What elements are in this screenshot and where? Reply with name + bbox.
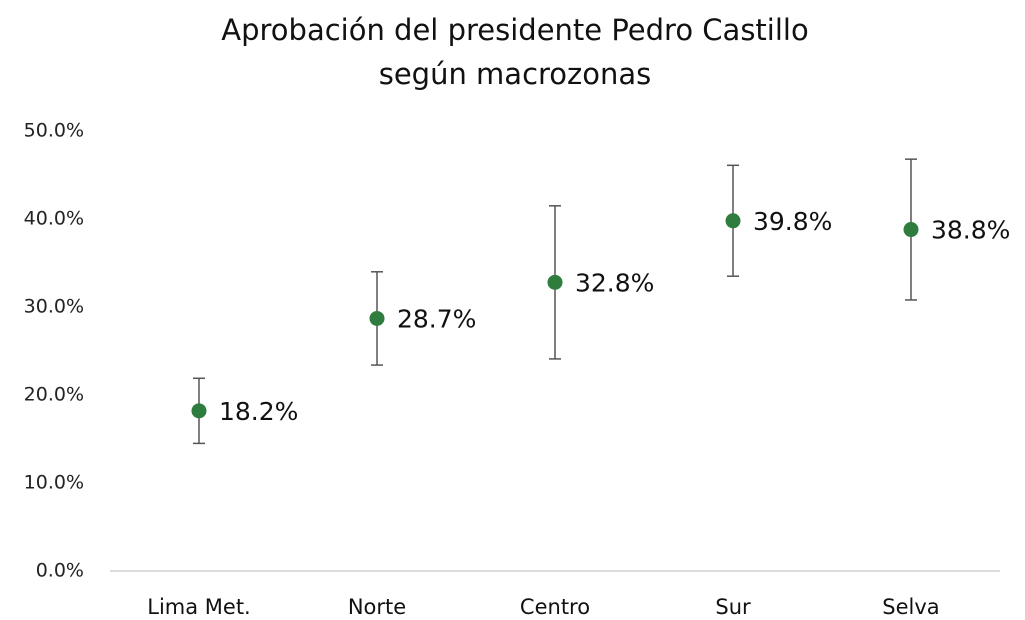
x-tick-label: Selva [882,595,939,619]
x-tick-label: Centro [520,595,590,619]
chart-title: según macrozonas [379,57,652,91]
y-tick-label: 0.0% [36,560,84,582]
y-tick-label: 40.0% [24,208,84,230]
chart-title: Aprobación del presidente Pedro Castillo [221,13,808,47]
x-tick-label: Lima Met. [147,595,250,619]
point [191,403,207,419]
data-label: 18.2% [219,397,298,426]
y-tick-label: 20.0% [24,384,84,406]
point [725,213,741,229]
point [547,274,563,290]
x-tick-label: Norte [348,595,406,619]
y-tick-label: 50.0% [24,120,84,142]
data-label: 39.8% [753,207,832,236]
data-label: 28.7% [397,304,476,333]
data-label: 38.8% [931,216,1010,245]
y-tick-label: 30.0% [24,296,84,318]
data-label: 32.8% [575,268,654,297]
y-tick-label: 10.0% [24,472,84,494]
point [369,310,385,326]
x-tick-label: Sur [715,595,751,619]
point [903,222,919,238]
